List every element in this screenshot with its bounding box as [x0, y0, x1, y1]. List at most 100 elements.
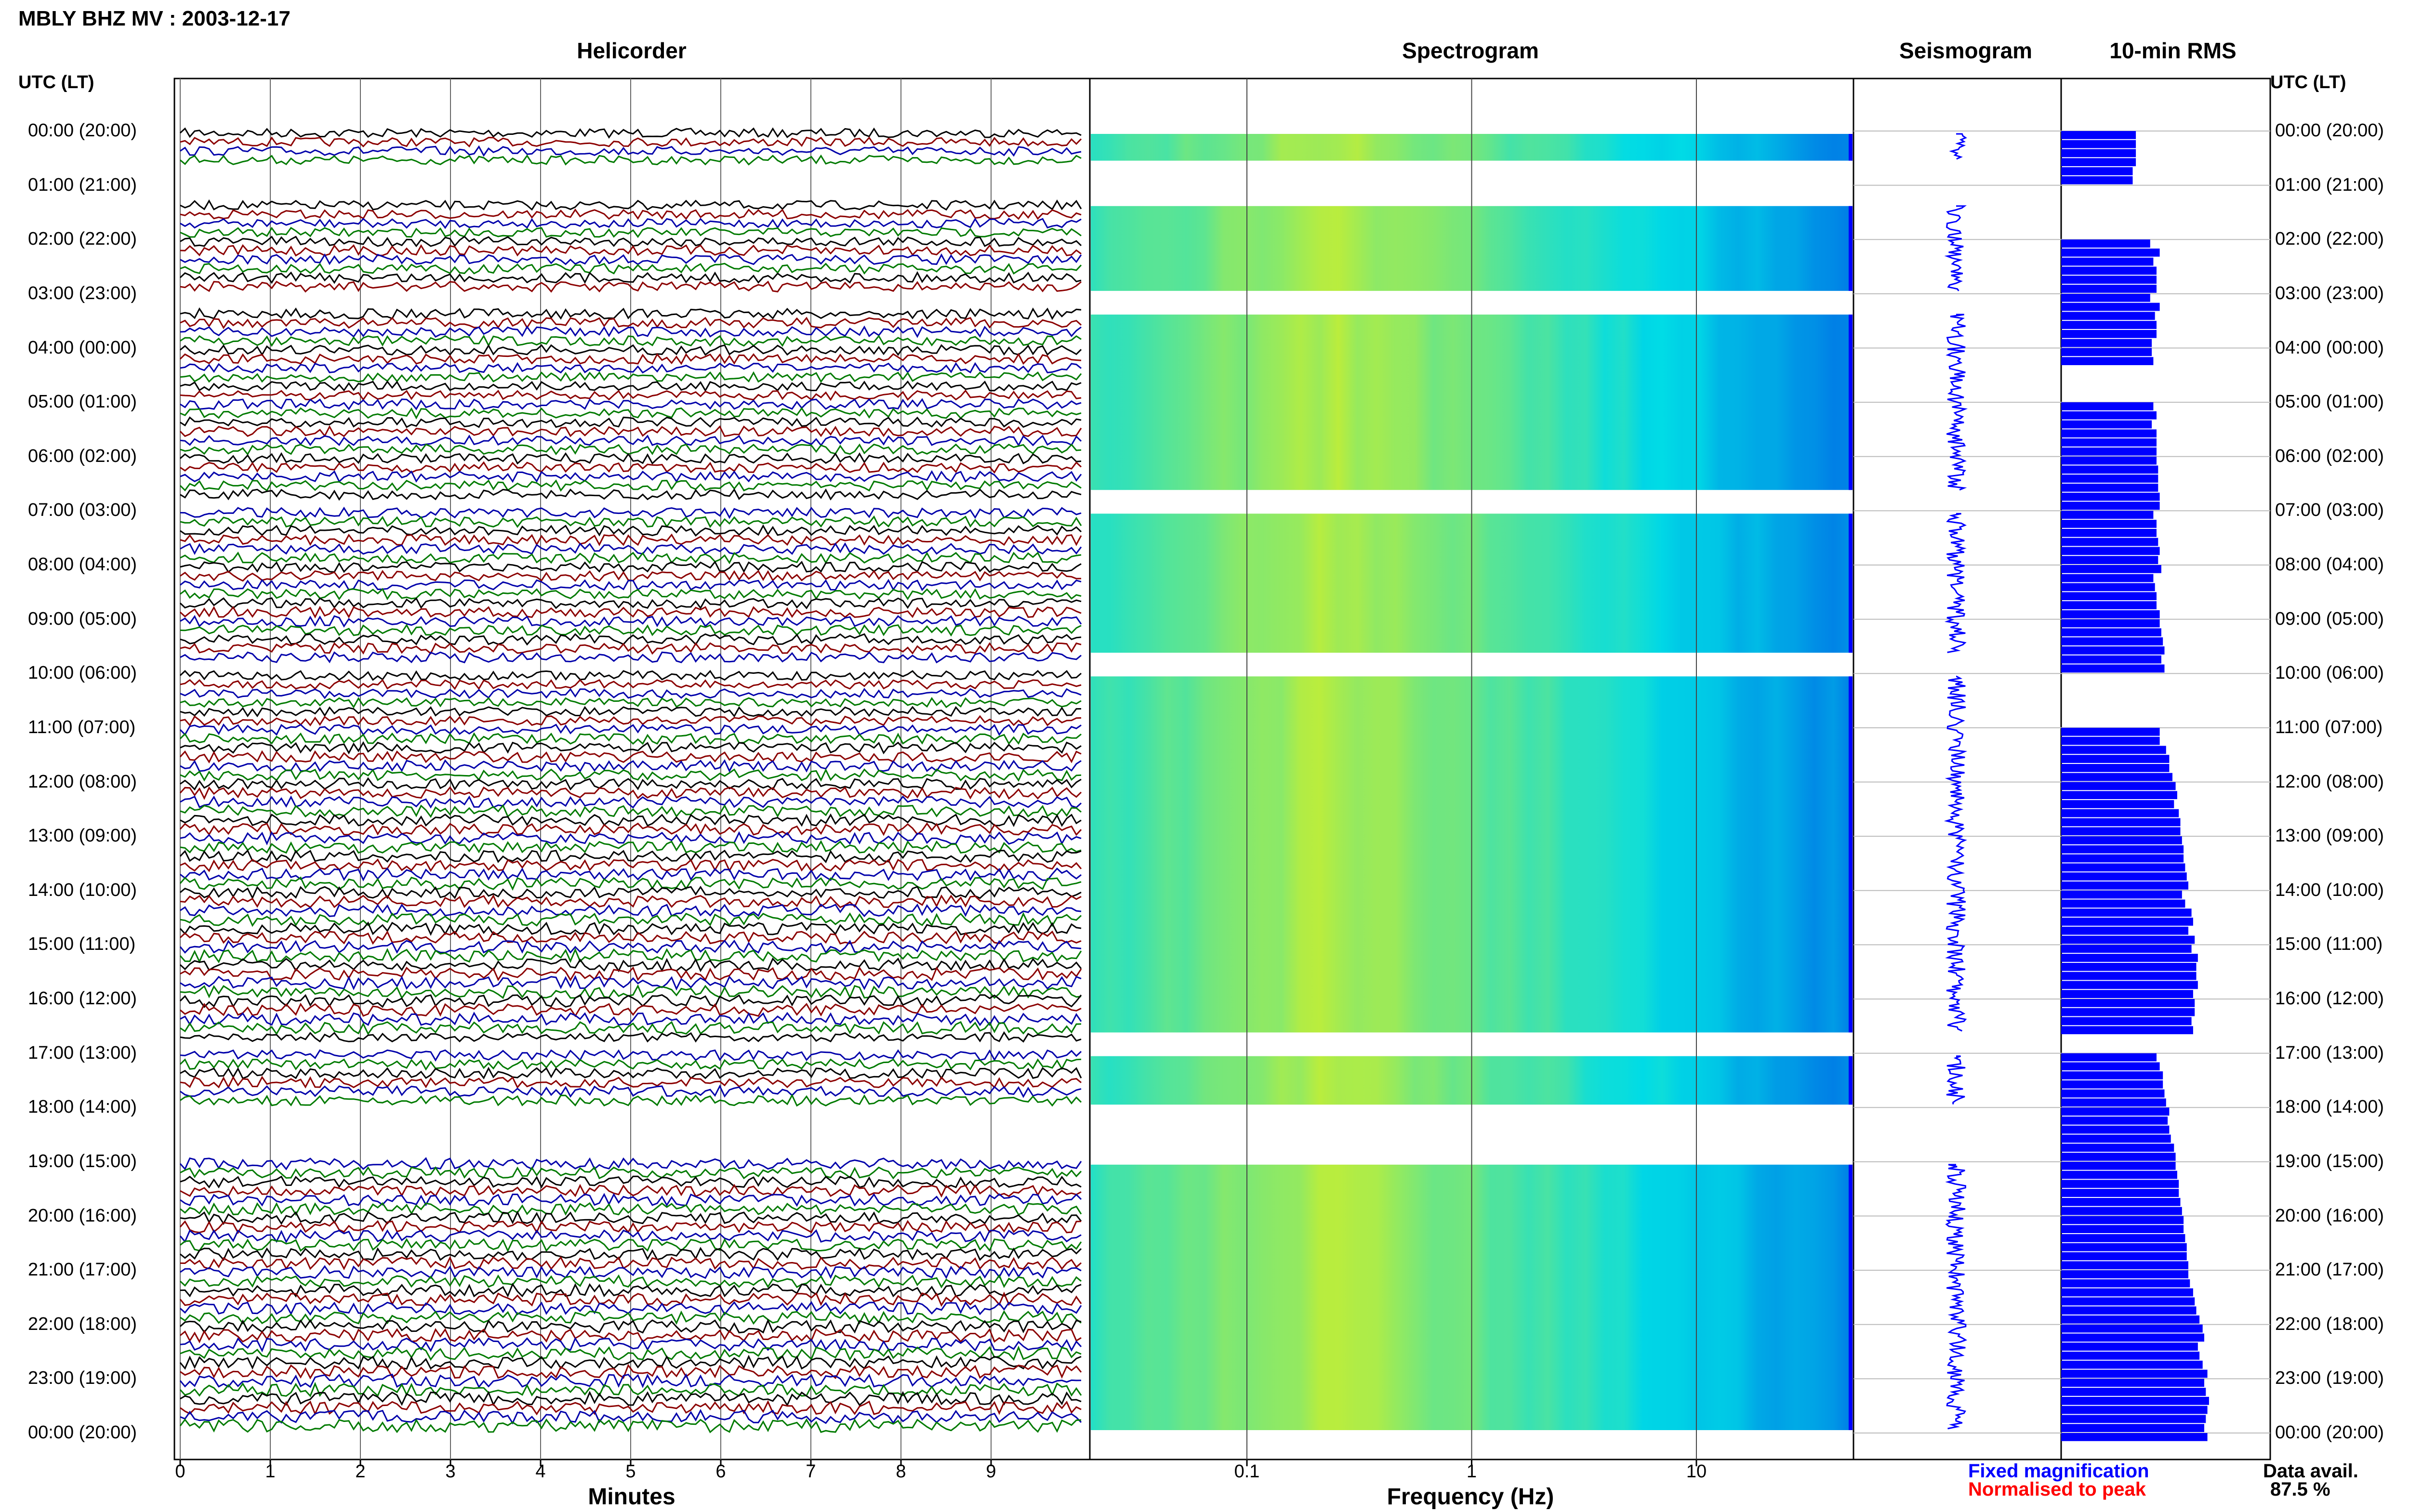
hour-label-right: 02:00 (22:00): [2275, 229, 2384, 250]
spectrogram-edge: [1849, 1164, 1853, 1430]
helicorder-trace: [180, 1337, 1082, 1353]
helicorder-trace: [180, 1400, 1082, 1416]
rms-bar: [2061, 854, 2184, 863]
rms-bar: [2061, 827, 2181, 836]
helicorder-trace: [180, 226, 1082, 238]
rms-bar: [2061, 158, 2136, 167]
helicorder-trace: [180, 1345, 1082, 1361]
rms-bar: [2061, 176, 2133, 184]
minute-tick-label: 6: [715, 1461, 726, 1482]
rms-bar: [2061, 981, 2198, 989]
helicorder-trace: [180, 697, 1082, 709]
helicorder-trace: [180, 1012, 1082, 1026]
helicorder-trace: [180, 371, 1082, 383]
rms-bar: [2061, 890, 2182, 899]
rms-bar: [2061, 954, 2198, 962]
rms-bar: [2061, 456, 2157, 465]
rms-bar: [2061, 538, 2158, 546]
hour-label-right: 03:00 (23:00): [2275, 283, 2384, 303]
helicorder-trace: [180, 533, 1082, 547]
helicorder-trace: [180, 651, 1082, 664]
seismogram-frame: [1853, 78, 2062, 1460]
spectrogram-edge: [1849, 1056, 1853, 1105]
helicorder-trace: [180, 552, 1082, 565]
hour-label-right: 01:00 (21:00): [2275, 174, 2384, 195]
rms-bar: [2061, 285, 2157, 293]
helicorder-trace: [180, 1084, 1082, 1098]
helicorder-trace: [179, 732, 1082, 746]
rms-bar: [2061, 926, 2188, 935]
rms-bar: [2061, 845, 2184, 854]
helicorder-trace: [180, 145, 1082, 157]
rms-bar: [2061, 1216, 2184, 1224]
helicorder-trace: [180, 768, 1082, 782]
helicorder-trace: [180, 777, 1082, 791]
rms-bar: [2061, 321, 2157, 329]
rms-bar: [2061, 1369, 2208, 1378]
helicorder-trace: [180, 307, 1082, 320]
helicorder-trace: [180, 136, 1082, 148]
rms-bar: [2061, 249, 2160, 257]
rms-bar: [2061, 149, 2136, 158]
rms-bar: [2061, 528, 2157, 537]
rms-bar: [2061, 1180, 2179, 1188]
helicorder-trace: [180, 966, 1082, 982]
helicorder-trace: [180, 452, 1082, 465]
hour-label-left: 22:00 (18:00): [28, 1314, 137, 1334]
rms-bar: [2061, 583, 2155, 592]
helicorder-trace: [180, 506, 1082, 519]
rms-bar: [2061, 312, 2155, 320]
rms-bar: [2061, 402, 2154, 410]
helicorder-trace: [179, 822, 1082, 836]
rms-bar: [2061, 800, 2174, 808]
rms-bar: [2061, 809, 2179, 817]
helicorder-trace: [179, 605, 1082, 619]
rms-bar: [2061, 484, 2158, 492]
hour-label-right: 19:00 (15:00): [2275, 1151, 2384, 1171]
helicorder-trace: [180, 1364, 1082, 1380]
helicorder-trace: [179, 127, 1082, 139]
hour-label-left: 20:00 (16:00): [28, 1205, 137, 1226]
helicorder-trace: [179, 1229, 1082, 1244]
helicorder-trace: [179, 271, 1082, 284]
helicorder-trace: [180, 741, 1082, 755]
rms-bar: [2061, 1379, 2204, 1387]
rms-bar: [2061, 1279, 2190, 1288]
hour-label-left: 04:00 (00:00): [28, 337, 137, 358]
helicorder-trace: [179, 597, 1082, 610]
hour-label-right: 16:00 (12:00): [2275, 988, 2384, 1009]
hour-label-right: 09:00 (05:00): [2275, 608, 2384, 629]
hour-label-left: 10:00 (06:00): [28, 663, 137, 684]
rms-bar: [2061, 474, 2158, 483]
minute-tick-label: 5: [625, 1461, 636, 1482]
data-availability-label: Data avail.: [2263, 1460, 2358, 1482]
helicorder-trace: [180, 334, 1082, 347]
rms-bar: [2061, 736, 2160, 745]
helicorder-trace: [180, 867, 1082, 881]
rms-bar: [2061, 1315, 2200, 1324]
helicorder-trace: [180, 1193, 1082, 1207]
helicorder-trace: [180, 1409, 1082, 1425]
rms-bar: [2061, 1243, 2187, 1251]
rms-bar: [2061, 1252, 2187, 1261]
seismogram-trace: [1946, 1055, 1966, 1104]
rms-bar: [2061, 990, 2193, 998]
helicorder-trace: [180, 208, 1082, 220]
hour-label-left: 14:00 (10:00): [28, 880, 137, 900]
rms-bar: [2061, 501, 2160, 510]
figure-title: MBLY BHZ MV : 2003-12-17: [18, 7, 291, 30]
hour-label-right: 15:00 (11:00): [2275, 934, 2383, 955]
helicorder-trace: [180, 380, 1082, 392]
rms-bar: [2061, 664, 2165, 673]
rms-bar: [2061, 655, 2161, 664]
rms-bar: [2061, 357, 2154, 366]
rms-bar: [2061, 1117, 2168, 1125]
rms-bar: [2061, 1161, 2176, 1170]
hour-label-left: 19:00 (15:00): [28, 1151, 137, 1171]
hour-label-right: 23:00 (19:00): [2275, 1368, 2384, 1389]
hour-label-left: 02:00 (22:00): [28, 229, 137, 250]
helicorder-trace: [180, 984, 1082, 999]
helicorder-trace: [180, 515, 1082, 528]
helicorder-trace: [179, 1418, 1082, 1433]
rms-bar: [2061, 818, 2181, 827]
